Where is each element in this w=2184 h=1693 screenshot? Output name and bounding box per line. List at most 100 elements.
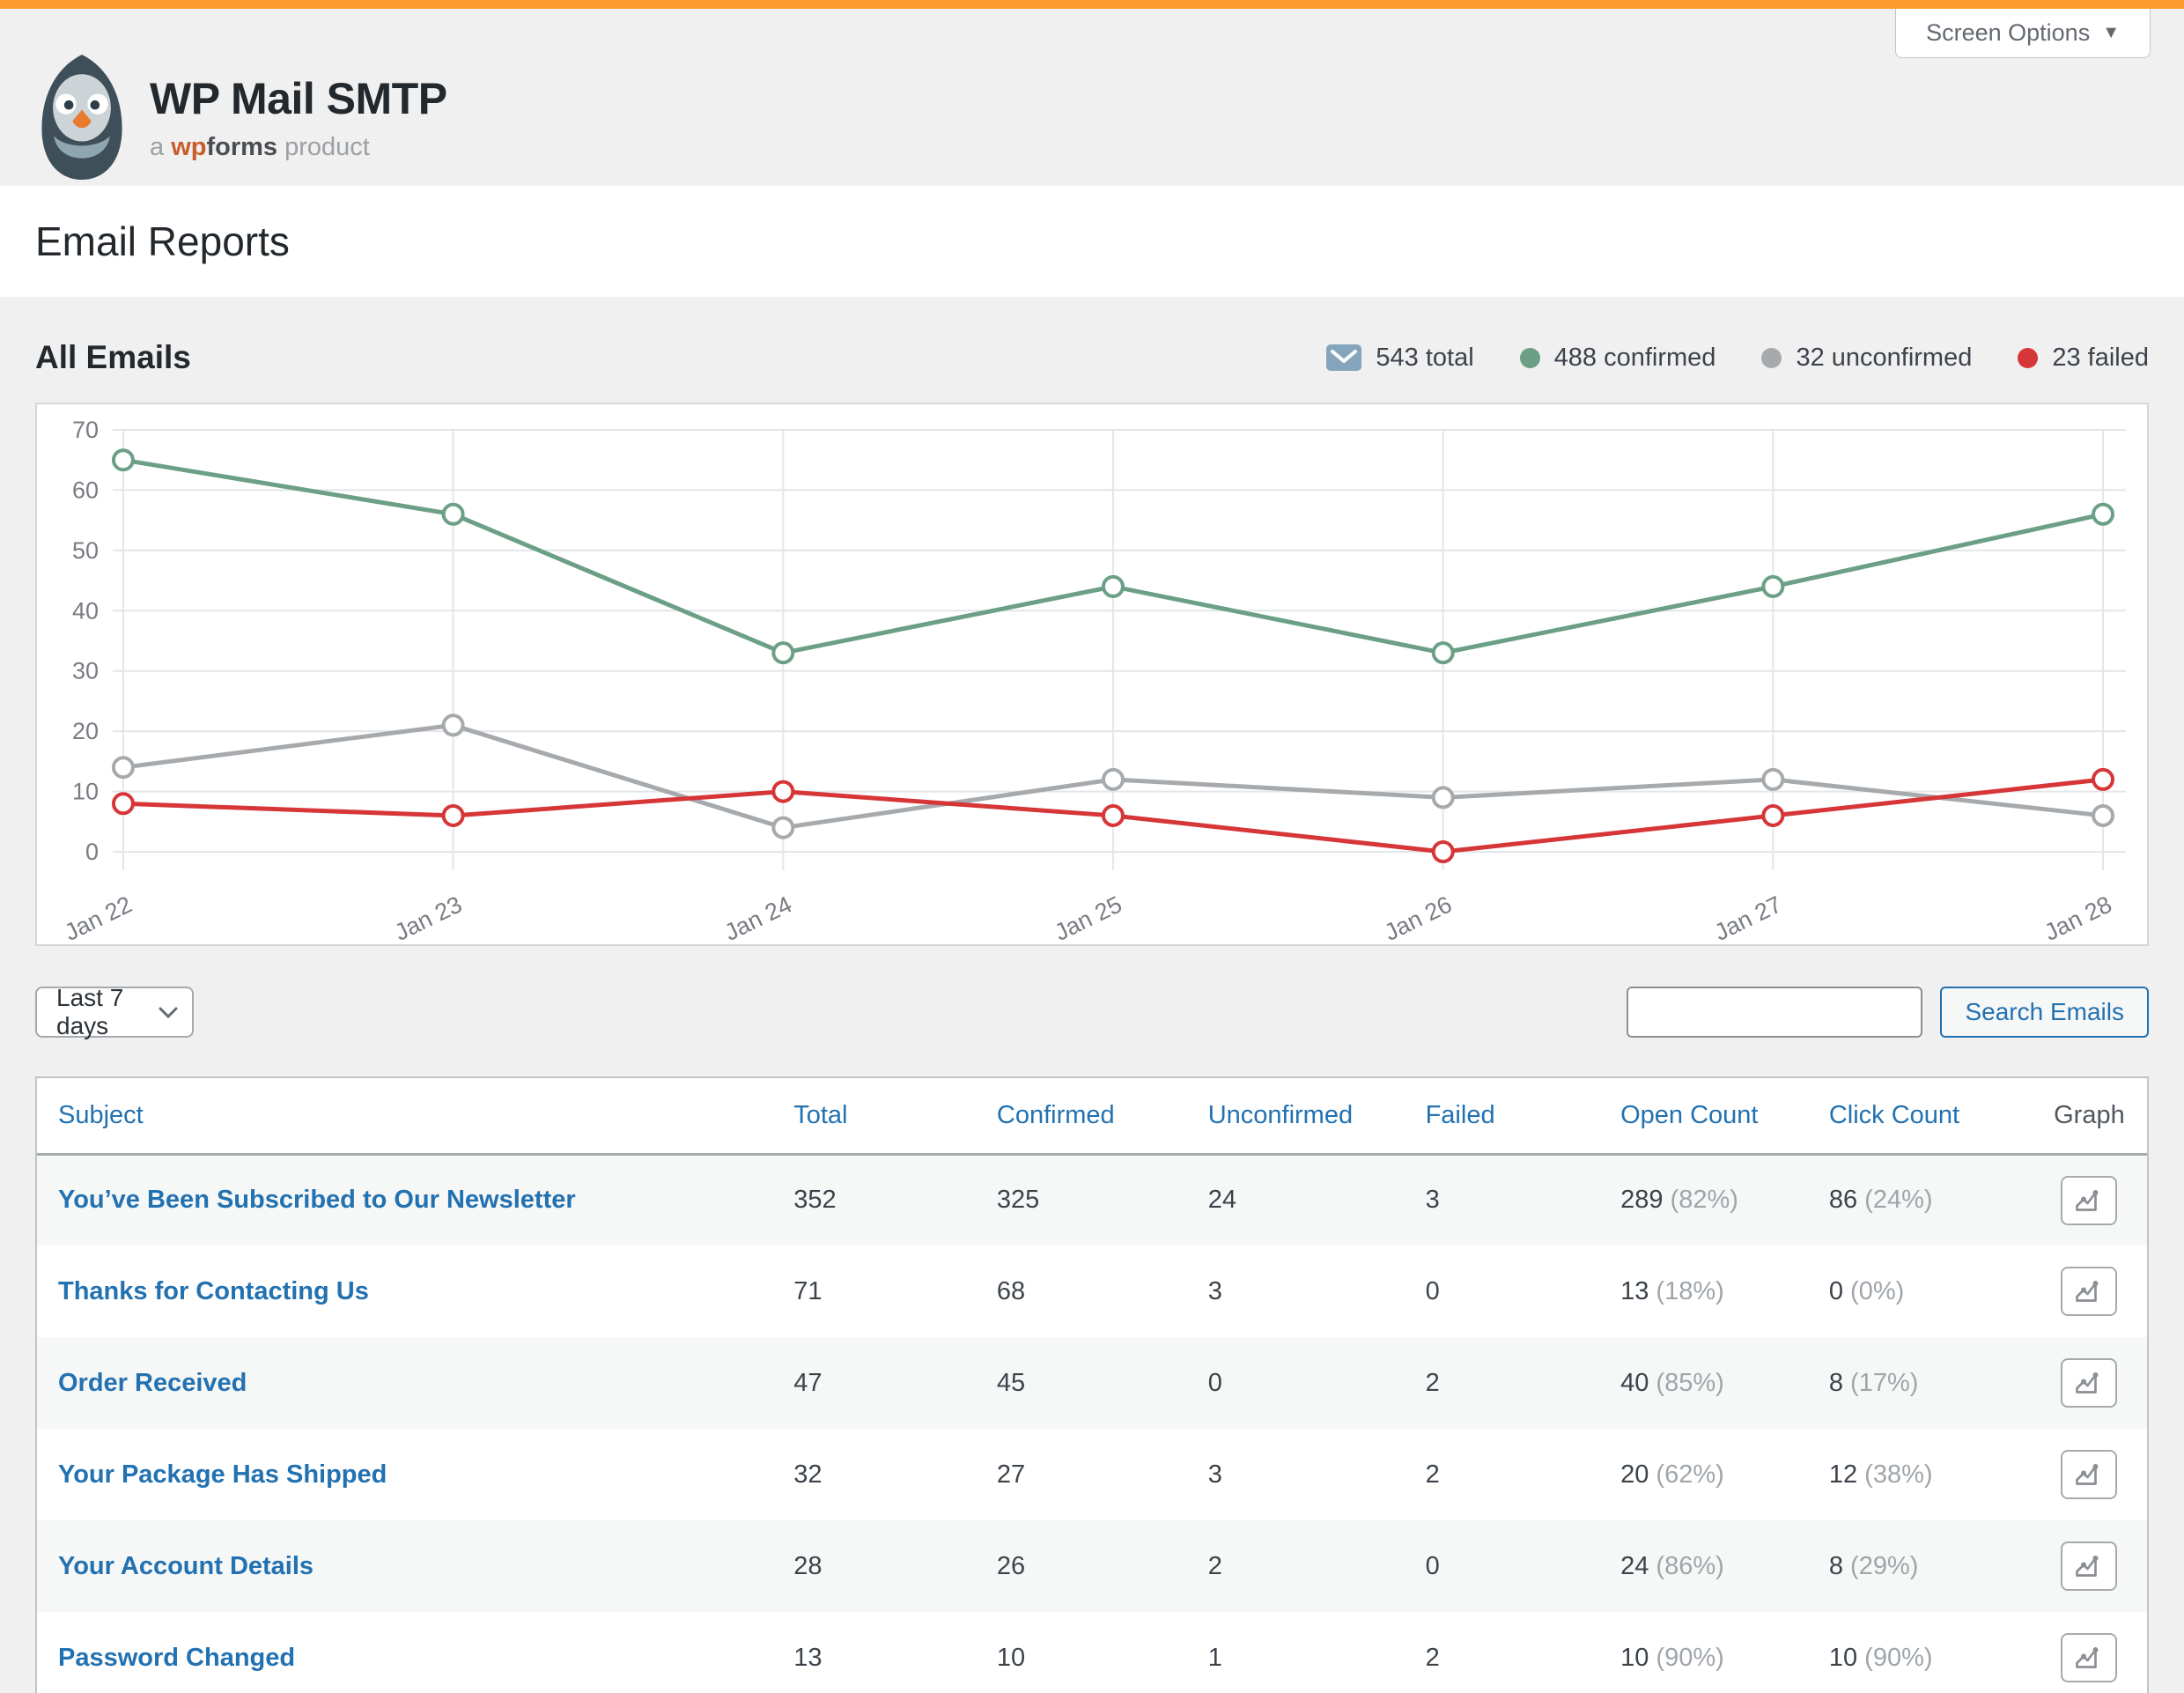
subject-link[interactable]: You’ve Been Subscribed to Our Newsletter (58, 1186, 576, 1215)
date-range-select[interactable]: Last 7 days (35, 984, 194, 1039)
click-count-value: 8 (1828, 1551, 1843, 1580)
screen-options-tab[interactable]: Screen Options ▼ (1895, 9, 2151, 58)
legend-item-total: 543 total (1326, 343, 1474, 373)
table-row: Your Package Has Shipped 32 27 3 2 20 (62%) 12… (37, 1429, 2147, 1520)
tagline-wp: wp (171, 132, 207, 161)
click-count-value: 0 (1828, 1276, 1843, 1305)
column-header-unconfirmed[interactable]: Unconfirmed (1186, 1078, 1405, 1156)
subject-cell: Your Package Has Shipped (37, 1429, 772, 1520)
table-row: Password Changed 13 10 1 2 10 (90%) 10 (90%) (37, 1612, 2147, 1693)
open-count-cell: 289 (82%) (1599, 1154, 1808, 1246)
graph-cell (2032, 1337, 2147, 1429)
screen-options-label: Screen Options (1926, 19, 2091, 46)
graph-button[interactable] (2061, 1267, 2118, 1316)
column-header-subject[interactable]: Subject (37, 1078, 773, 1156)
tagline-prefix: a (150, 132, 165, 161)
failed-cell: 3 (1425, 1186, 1440, 1215)
subject-link[interactable]: Order Received (58, 1368, 247, 1397)
graph-button[interactable] (2061, 1358, 2118, 1408)
open-count-cell: 10 (90%) (1599, 1612, 1808, 1693)
failed-cell: 0 (1425, 1551, 1440, 1580)
failed-dot-icon (2018, 347, 2039, 368)
confirmed-cell: 325 (996, 1186, 1040, 1215)
unconfirmed-cell: 3 (1207, 1276, 1222, 1305)
click-count-percent: (90%) (1864, 1643, 1933, 1672)
open-count-cell: 20 (62%) (1599, 1429, 1808, 1520)
total-cell: 13 (793, 1643, 823, 1672)
legend-total-label: 543 total (1376, 343, 1474, 372)
column-header-total[interactable]: Total (772, 1078, 976, 1156)
legend-failed-label: 23 failed (2052, 343, 2149, 372)
graph-button[interactable] (2061, 1541, 2118, 1591)
open-count-value: 289 (1620, 1186, 1664, 1215)
open-count-value: 20 (1620, 1460, 1649, 1489)
legend-unconfirmed-label: 32 unconfirmed (1796, 343, 1973, 372)
search-emails-button[interactable]: Search Emails (1940, 987, 2149, 1038)
unconfirmed-cell: 1 (1207, 1643, 1222, 1672)
subject-link[interactable]: Your Package Has Shipped (58, 1460, 387, 1489)
brand: WP Mail SMTP a wpforms product (35, 9, 2149, 183)
mini-chart-icon (2076, 1281, 2099, 1302)
table-row: Thanks for Contacting Us 71 68 3 0 13 (18%) 0 … (37, 1246, 2147, 1337)
graph-button[interactable] (2061, 1175, 2118, 1225)
svg-text:Jan 25: Jan 25 (1051, 891, 1126, 944)
unconfirmed-cell: 3 (1207, 1460, 1222, 1489)
svg-text:10: 10 (72, 779, 99, 805)
confirmed-cell: 45 (996, 1368, 1026, 1397)
subject-cell: You’ve Been Subscribed to Our Newsletter (37, 1154, 772, 1246)
failed-cell: 2 (1425, 1368, 1440, 1397)
svg-text:50: 50 (72, 537, 99, 564)
subject-link[interactable]: Thanks for Contacting Us (58, 1276, 369, 1305)
click-count-value: 10 (1828, 1643, 1858, 1672)
chevron-down-icon: ▼ (2102, 23, 2120, 42)
click-count-cell: 8 (29%) (1808, 1520, 2032, 1612)
mini-chart-icon (2076, 1556, 2099, 1577)
graph-cell (2032, 1154, 2147, 1246)
subject-link[interactable]: Password Changed (58, 1643, 296, 1672)
subject-link[interactable]: Your Account Details (58, 1551, 314, 1580)
mini-chart-icon (2076, 1372, 2099, 1394)
graph-cell (2032, 1520, 2147, 1612)
emails-chart-card: Jan 22 Jan 23 Jan 24 Jan 25 Jan 26 Jan 27 Jan … (35, 403, 2149, 946)
chart-legend: 543 total 488 confirmed 32 unconfirmed 2… (1326, 344, 2149, 373)
top-accent-bar (0, 0, 2184, 9)
confirmed-cell: 10 (996, 1643, 1026, 1672)
brand-tagline: a wpforms product (150, 133, 447, 162)
svg-text:Jan 28: Jan 28 (2040, 891, 2116, 944)
total-cell: 32 (793, 1460, 823, 1489)
open-count-cell: 24 (86%) (1599, 1520, 1808, 1612)
open-count-percent: (18%) (1656, 1276, 1724, 1305)
column-header-confirmed[interactable]: Confirmed (975, 1078, 1187, 1156)
total-cell: 28 (793, 1551, 823, 1580)
click-count-cell: 10 (90%) (1808, 1612, 2032, 1693)
mini-chart-icon (2076, 1464, 2099, 1485)
page-title: Email Reports (35, 218, 290, 264)
search-input[interactable] (1627, 987, 1923, 1038)
graph-button[interactable] (2061, 1450, 2118, 1499)
app-title: WP Mail SMTP (150, 73, 447, 123)
svg-text:0: 0 (85, 839, 99, 865)
failed-cell: 0 (1425, 1276, 1440, 1305)
graph-button[interactable] (2061, 1633, 2118, 1682)
click-count-percent: (38%) (1864, 1460, 1933, 1489)
column-header-open-count[interactable]: Open Count (1599, 1078, 1808, 1156)
column-header-click-count[interactable]: Click Count (1807, 1078, 2032, 1156)
svg-text:40: 40 (72, 597, 99, 624)
subject-cell: Thanks for Contacting Us (37, 1246, 772, 1337)
total-cell: 71 (793, 1276, 823, 1305)
unconfirmed-cell: 24 (1207, 1186, 1236, 1215)
open-count-percent: (82%) (1670, 1186, 1738, 1215)
open-count-cell: 13 (18%) (1599, 1246, 1808, 1337)
unconfirmed-cell: 2 (1207, 1551, 1222, 1580)
column-header-failed[interactable]: Failed (1404, 1078, 1600, 1156)
open-count-value: 40 (1620, 1368, 1649, 1397)
section-title: All Emails (35, 339, 191, 375)
click-count-percent: (0%) (1850, 1276, 1905, 1305)
subject-cell: Order Received (37, 1337, 772, 1429)
svg-text:Jan 24: Jan 24 (720, 891, 796, 944)
failed-cell: 2 (1425, 1460, 1440, 1489)
open-count-cell: 40 (85%) (1599, 1337, 1808, 1429)
confirmed-cell: 27 (996, 1460, 1026, 1489)
search-area: Search Emails (1627, 987, 2149, 1038)
date-range-value: Last 7 days (56, 984, 124, 1039)
